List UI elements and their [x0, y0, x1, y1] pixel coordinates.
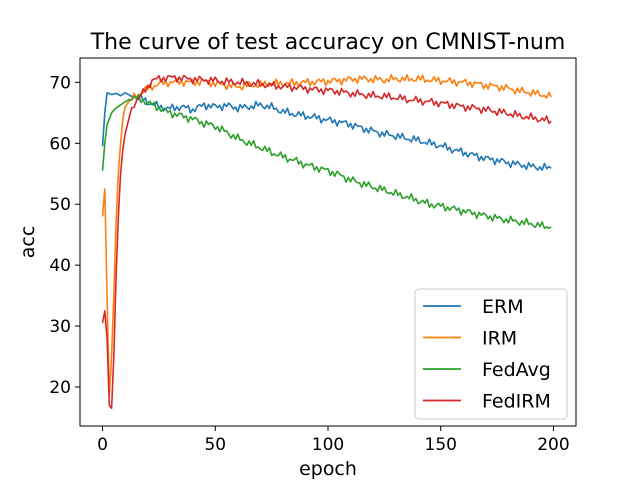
legend-label: FedIRM	[482, 391, 551, 413]
y-tick-label: 20	[49, 378, 71, 398]
series-layer	[101, 74, 552, 410]
x-tick-label: 0	[97, 435, 108, 455]
y-tick-label: 70	[49, 73, 71, 93]
y-tick-label: 30	[49, 317, 71, 337]
x-tick-label: 200	[537, 435, 569, 455]
y-axis-label: acc	[17, 226, 39, 259]
legend-label: ERM	[482, 296, 524, 318]
legend-label: FedAvg	[482, 359, 551, 381]
x-tick-label: 50	[204, 435, 226, 455]
series-line-erm	[101, 91, 552, 171]
legend: ERM IRM FedAvg FedIRM	[414, 288, 568, 420]
legend-box	[414, 288, 568, 420]
y-tick-label: 50	[49, 195, 71, 215]
series-line-fedirm	[101, 74, 552, 410]
x-tick-label: 100	[312, 435, 344, 455]
y-tick-label: 40	[49, 256, 71, 276]
y-axis: 20 30 40 50 60 70	[49, 73, 80, 398]
x-axis: 0 50 100 150 200	[97, 426, 570, 455]
y-tick-label: 60	[49, 134, 71, 154]
x-axis-label: epoch	[299, 458, 357, 480]
legend-label: IRM	[482, 328, 517, 350]
x-tick-label: 150	[425, 435, 457, 455]
series-line-fedavg	[101, 93, 552, 230]
chart-title: The curve of test accuracy on CMNIST-num	[90, 30, 566, 55]
